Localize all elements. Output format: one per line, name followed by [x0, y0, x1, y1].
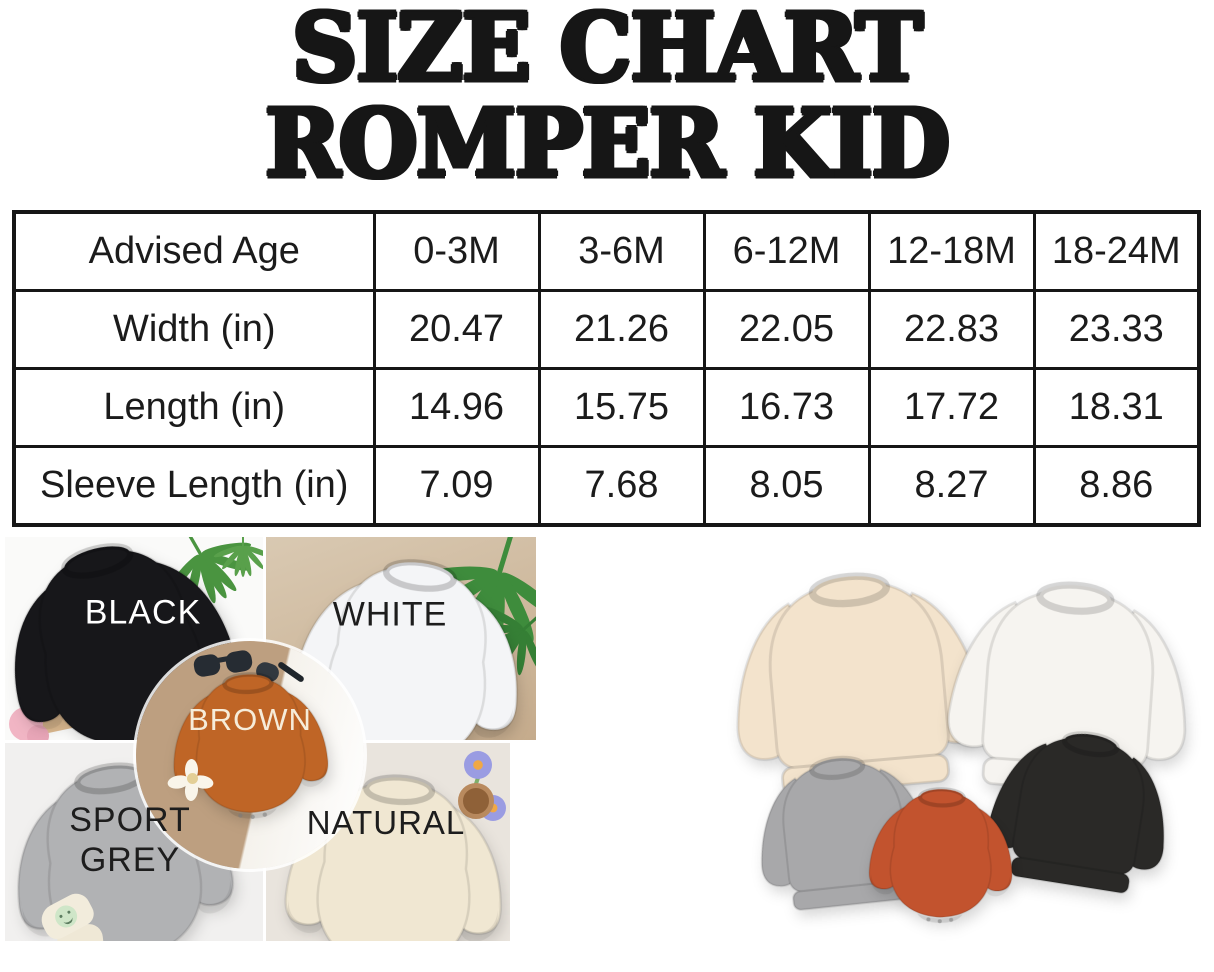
color-label-sport-grey: SPORT GREY	[69, 801, 191, 879]
sleeve-cell: 8.05	[702, 445, 871, 527]
length-cell: 16.73	[702, 367, 871, 448]
table-row-width: Width (in) 20.47 21.26 22.05 22.83 23.33	[12, 289, 1201, 370]
color-label-black: BLACK	[84, 593, 202, 632]
width-cell: 22.05	[702, 289, 871, 370]
smiley-face-decor	[51, 901, 81, 932]
page-title: SIZE CHART ROMPER KID	[0, 0, 1214, 200]
color-label-white: WHITE	[332, 595, 448, 634]
age-col-0-3m: 0-3M	[372, 210, 541, 292]
purple-flower-decor	[464, 751, 492, 779]
length-cell: 17.72	[867, 367, 1036, 448]
title-line-2: ROMPER KID	[265, 88, 950, 200]
color-options-collage: BLACK WHITE SPORT GREY	[5, 537, 536, 941]
color-label-natural: NATURAL	[306, 804, 466, 841]
length-cell: 18.31	[1032, 367, 1201, 448]
length-cell: 14.96	[372, 367, 541, 448]
photo-tile-black: BLACK	[5, 537, 263, 740]
length-cell: 15.75	[537, 367, 706, 448]
size-table: Advised Age 0-3M 3-6M 6-12M 12-18M 18-24…	[12, 210, 1201, 527]
table-row-advised-age: Advised Age 0-3M 3-6M 6-12M 12-18M 18-24…	[12, 210, 1201, 292]
row-header-sleeve-length: Sleeve Length (in)	[12, 445, 376, 527]
table-row-sleeve-length: Sleeve Length (in) 7.09 7.68 8.05 8.27 8…	[12, 445, 1201, 527]
white-flower-decor	[166, 759, 215, 802]
sleeve-cell: 8.27	[867, 445, 1036, 527]
wood-disc-decor	[458, 783, 494, 819]
row-header-advised-age: Advised Age	[12, 210, 376, 292]
title-line-1: SIZE CHART	[292, 0, 922, 104]
group-photo-collage	[695, 537, 1214, 972]
sleeve-cell: 7.09	[372, 445, 541, 527]
age-col-6-12m: 6-12M	[702, 210, 871, 292]
photo-circle-brown: BROWN	[136, 641, 364, 869]
age-col-18-24m: 18-24M	[1032, 210, 1201, 292]
width-cell: 20.47	[372, 289, 541, 370]
row-header-length: Length (in)	[12, 367, 376, 448]
sleeve-cell: 7.68	[537, 445, 706, 527]
age-col-3-6m: 3-6M	[537, 210, 706, 292]
sleeve-cell: 8.86	[1032, 445, 1201, 527]
row-header-width: Width (in)	[12, 289, 376, 370]
width-cell: 23.33	[1032, 289, 1201, 370]
table-row-length: Length (in) 14.96 15.75 16.73 17.72 18.3…	[12, 367, 1201, 448]
width-cell: 21.26	[537, 289, 706, 370]
age-col-12-18m: 12-18M	[867, 210, 1036, 292]
color-label-brown: BROWN	[188, 702, 312, 737]
romper-orange	[858, 762, 1023, 939]
width-cell: 22.83	[867, 289, 1036, 370]
